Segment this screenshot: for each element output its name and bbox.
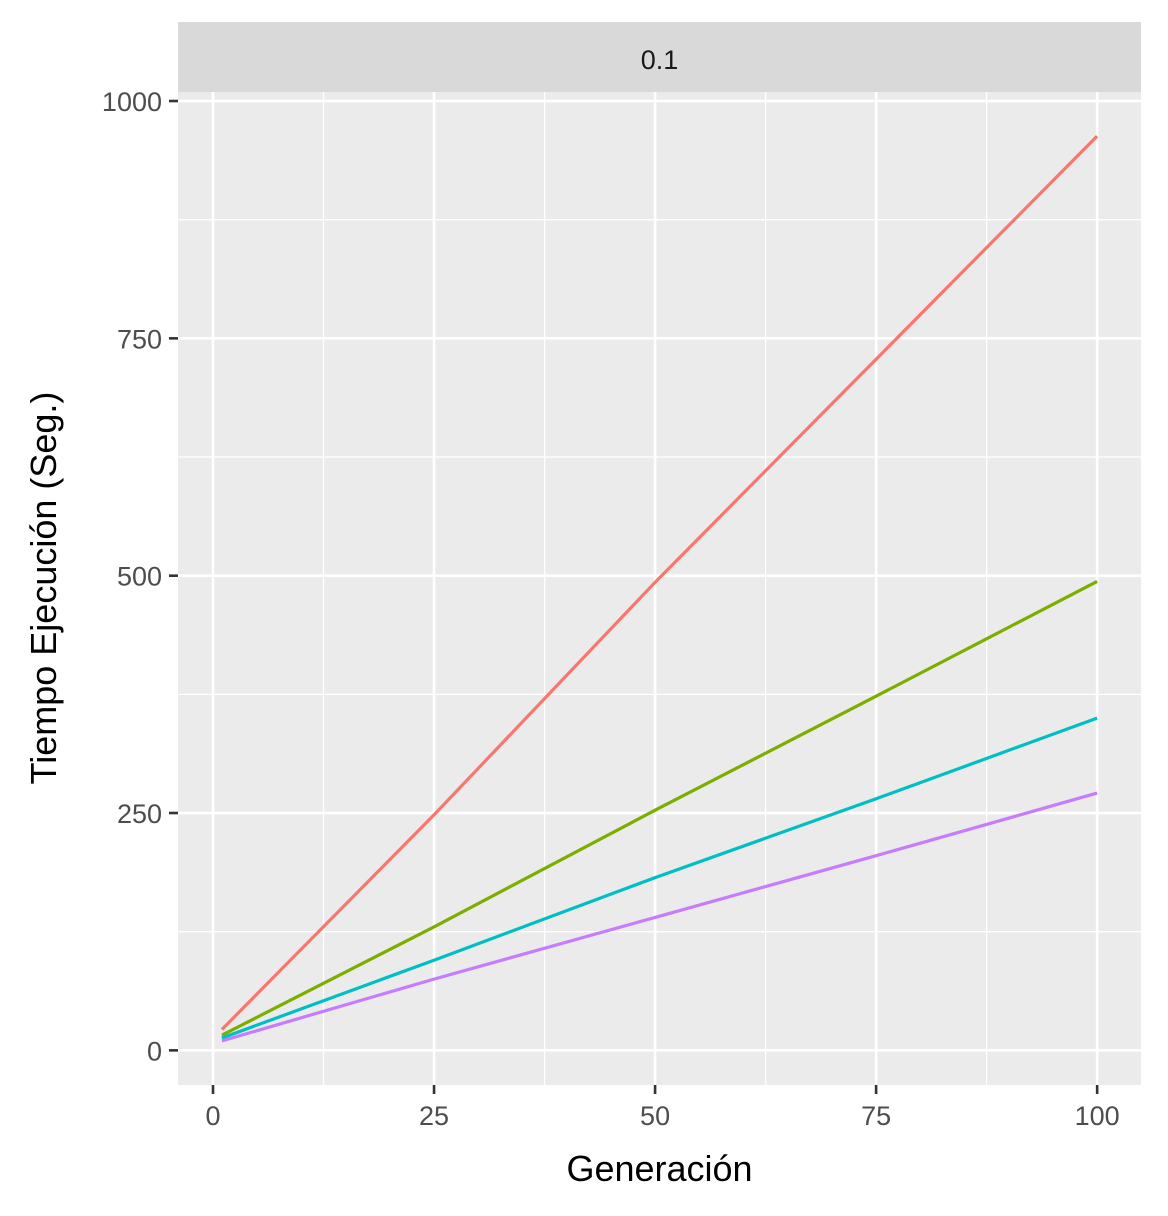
- y-tick-label: 1000: [102, 87, 162, 117]
- series-layer: [220, 134, 1099, 1043]
- axis-ticks: [169, 99, 1099, 1094]
- series-line-2: [221, 579, 1098, 1037]
- x-tick-label: 0: [205, 1101, 220, 1131]
- x-tick-label: 50: [640, 1101, 670, 1131]
- series-line-3: [221, 716, 1098, 1040]
- y-tick-label: 750: [117, 324, 162, 354]
- x-tick-label: 25: [419, 1101, 449, 1131]
- grid-major: [178, 92, 1141, 1085]
- y-tick-label: 250: [117, 799, 162, 829]
- y-axis-title: Tiempo Ejecución (Seg.): [23, 392, 64, 785]
- series-line-4: [221, 791, 1098, 1043]
- y-tick-labels: 0 250 500 750 1000: [102, 87, 162, 1066]
- y-tick-label: 500: [117, 562, 162, 592]
- x-tick-labels: 0 25 50 75 100: [205, 1101, 1119, 1131]
- plot-panel: [178, 92, 1141, 1085]
- facet-strip: [178, 22, 1141, 92]
- y-tick-label: 0: [147, 1036, 162, 1066]
- x-axis-title: Generación: [566, 1148, 752, 1189]
- x-tick-label: 75: [861, 1101, 891, 1131]
- facet-strip-label: 0.1: [641, 45, 679, 75]
- series-line-1: [220, 134, 1099, 1031]
- grid-minor: [178, 92, 1141, 1085]
- x-tick-label: 100: [1075, 1101, 1120, 1131]
